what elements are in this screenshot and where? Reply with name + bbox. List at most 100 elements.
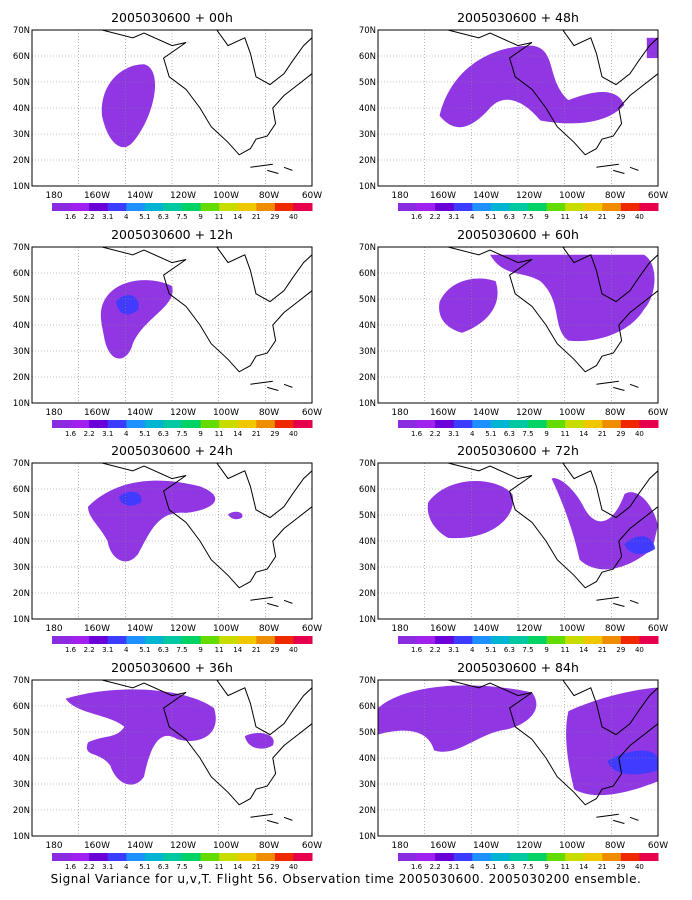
lat-tick-label: 40N	[359, 321, 376, 331]
colorbar-swatch	[182, 420, 202, 428]
lat-tick-label: 60N	[359, 485, 376, 495]
colorbar-label: 2.2	[84, 213, 95, 221]
lat-tick-label: 30N	[13, 130, 30, 140]
colorbar-swatch	[144, 853, 164, 861]
colorbar-swatch	[237, 853, 257, 861]
colorbar-swatch	[416, 420, 436, 428]
lon-tick-label: 160W	[84, 624, 110, 634]
colorbar-swatch	[256, 420, 276, 428]
lat-tick-label: 60N	[13, 269, 30, 279]
lat-tick-label: 30N	[359, 347, 376, 357]
colorbar-swatch	[509, 203, 529, 211]
variance-contour	[439, 278, 498, 333]
colorbar-label: 5.1	[139, 430, 150, 438]
lat-tick-label: 60N	[13, 702, 30, 712]
map-panel-p4: 2005030600 + 60h 70N 60N 50N 40N 30N 20N 10N 180…	[359, 227, 668, 438]
lat-tick-label: 10N	[13, 615, 30, 625]
map-panel-p2: 2005030600 + 48h 70N 60N 50N 40N 30N 20N 10N 180…	[359, 10, 668, 221]
colorbar-swatch	[472, 853, 492, 861]
colorbar-swatch	[620, 420, 640, 428]
colorbar-swatch	[89, 853, 109, 861]
colorbar-label: 7.5	[176, 863, 187, 871]
lat-tick-label: 70N	[13, 26, 30, 36]
colorbar-swatch	[435, 420, 455, 428]
colorbar-swatch	[163, 203, 183, 211]
lat-tick-label: 60N	[359, 702, 376, 712]
colorbar-label: 6.3	[158, 863, 169, 871]
coastline	[447, 680, 658, 806]
colorbar-swatch	[163, 853, 183, 861]
map-frame	[31, 462, 313, 620]
colorbar-swatch	[126, 636, 146, 644]
colorbar-swatch	[620, 203, 640, 211]
lon-tick-label: 80W	[259, 191, 279, 201]
lat-tick-label: 70N	[13, 459, 30, 469]
colorbar-label: 1.6	[65, 646, 77, 654]
colorbar-swatch	[546, 853, 566, 861]
coastline	[216, 463, 312, 519]
colorbar-label: 40	[289, 213, 298, 221]
colorbar-swatch	[546, 636, 566, 644]
lon-tick-label: 80W	[259, 624, 279, 634]
colorbar-label: 9	[544, 646, 548, 654]
coastline	[216, 680, 312, 736]
lat-tick-label: 30N	[359, 563, 376, 573]
colorbar-swatch	[182, 636, 202, 644]
colorbar-label: 1.6	[411, 646, 423, 654]
colorbar-label: 40	[635, 213, 644, 221]
colorbar-label: 9	[198, 863, 202, 871]
colorbar-swatch	[144, 203, 164, 211]
colorbar-label: 11	[561, 863, 570, 871]
colorbar-swatch	[528, 636, 548, 644]
colorbar-label: 3.1	[102, 213, 113, 221]
colorbar-label: 9	[198, 646, 202, 654]
lat-tick-label: 40N	[13, 321, 30, 331]
lon-tick-label: 140W	[473, 191, 499, 201]
colorbar-label: 11	[215, 430, 224, 438]
colorbar-swatch	[182, 203, 202, 211]
lat-tick-label: 70N	[13, 676, 30, 686]
coastline	[596, 813, 639, 824]
lon-tick-label: 120W	[170, 624, 196, 634]
colorbar-label: 11	[215, 646, 224, 654]
lat-tick-label: 30N	[359, 780, 376, 790]
colorbar-swatch	[126, 203, 146, 211]
coastline	[596, 380, 639, 391]
variance-contour	[88, 480, 216, 562]
colorbar-label: 3.1	[448, 863, 459, 871]
lat-tick-label: 20N	[13, 373, 30, 383]
lon-tick-label: 80W	[259, 841, 279, 851]
colorbar-swatch	[472, 636, 492, 644]
lon-tick-label: 100W	[213, 624, 239, 634]
colorbar-label: 9	[198, 430, 202, 438]
colorbar-swatch	[144, 636, 164, 644]
colorbar-label: 5.1	[139, 213, 150, 221]
colorbar-swatch	[200, 853, 220, 861]
colorbar-label: 14	[579, 863, 588, 871]
lat-tick-label: 40N	[13, 537, 30, 547]
colorbar-label: 29	[270, 430, 279, 438]
lat-tick-label: 50N	[13, 511, 30, 521]
colorbar-swatch	[528, 420, 548, 428]
colorbar-label: 11	[215, 213, 224, 221]
colorbar-swatch	[565, 420, 585, 428]
colorbar-label: 14	[233, 863, 242, 871]
map-panel-p6: 2005030600 + 72h 70N 60N 50N 40N 30N 20N 10N 180…	[359, 443, 668, 654]
lon-tick-label: 180	[391, 408, 408, 418]
colorbar-swatch	[602, 636, 622, 644]
lon-tick-label: 180	[391, 841, 408, 851]
colorbar-swatch	[453, 420, 473, 428]
lat-tick-label: 10N	[359, 615, 376, 625]
colorbar-swatch	[490, 636, 510, 644]
colorbar-label: 21	[252, 646, 261, 654]
lon-tick-label: 160W	[430, 408, 456, 418]
variance-contour	[624, 536, 656, 555]
colorbar-swatch	[52, 420, 72, 428]
variance-contour	[118, 491, 142, 506]
colorbar-swatch	[163, 636, 183, 644]
lon-tick-label: 120W	[170, 408, 196, 418]
colorbar-label: 29	[270, 863, 279, 871]
colorbar-swatch	[237, 636, 257, 644]
colorbar-label: 11	[215, 863, 224, 871]
panel-title: 2005030600 + 60h	[457, 227, 579, 242]
